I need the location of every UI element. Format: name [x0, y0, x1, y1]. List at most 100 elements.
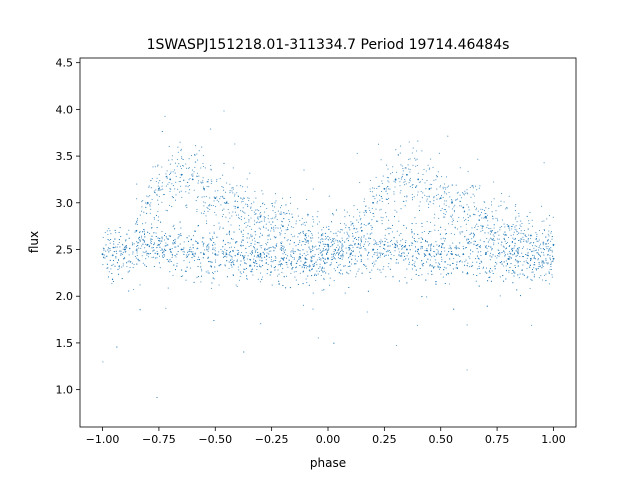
data-point [156, 396, 158, 399]
data-point [474, 214, 476, 216]
data-point [501, 241, 503, 243]
data-point [334, 270, 337, 272]
data-point [514, 210, 516, 212]
data-point [176, 158, 178, 160]
data-point [128, 229, 130, 231]
data-point [290, 226, 293, 228]
data-point [196, 172, 198, 174]
data-point [528, 234, 530, 236]
data-point [202, 182, 204, 184]
data-point [430, 249, 432, 251]
data-point [414, 246, 417, 248]
data-point [527, 276, 529, 278]
data-point [162, 250, 164, 252]
data-point [204, 202, 206, 204]
data-point [304, 238, 306, 240]
data-point [232, 188, 234, 190]
data-point [373, 248, 375, 250]
data-point [473, 243, 475, 245]
data-point [380, 208, 382, 210]
data-point [163, 193, 165, 195]
data-point [240, 210, 242, 212]
data-point [275, 216, 277, 218]
data-point [518, 247, 520, 249]
data-point [308, 246, 310, 248]
data-point [169, 188, 171, 190]
data-point [394, 186, 396, 188]
data-point [236, 253, 239, 256]
data-point [242, 200, 244, 202]
data-point [208, 243, 210, 245]
data-point [109, 259, 111, 261]
data-point [531, 279, 533, 281]
data-point [348, 273, 350, 275]
data-point [289, 197, 292, 199]
data-point [139, 231, 141, 233]
data-point [285, 287, 287, 289]
data-point [172, 242, 174, 244]
data-point [417, 191, 419, 193]
data-point [324, 263, 326, 265]
data-point [291, 250, 293, 252]
data-point [348, 257, 350, 259]
data-point [485, 207, 487, 209]
data-point [328, 284, 331, 286]
data-point [265, 262, 268, 264]
data-point [288, 213, 291, 215]
data-point [538, 239, 540, 241]
data-point [244, 212, 246, 214]
data-point [275, 259, 277, 262]
data-point [291, 261, 293, 263]
data-point [377, 268, 379, 270]
data-point [505, 207, 507, 209]
data-point [173, 169, 176, 171]
data-point [157, 237, 159, 239]
data-point [148, 246, 150, 248]
data-point [323, 277, 325, 279]
data-point [316, 270, 318, 272]
data-point [104, 257, 106, 259]
data-point [531, 219, 533, 221]
data-point [429, 201, 431, 203]
data-point [128, 290, 130, 292]
data-point [431, 256, 433, 258]
data-point [178, 191, 180, 193]
data-point [342, 251, 344, 253]
data-point [207, 256, 209, 258]
data-point [253, 211, 255, 213]
data-point [240, 231, 242, 233]
data-point [516, 248, 518, 250]
data-point [492, 218, 494, 220]
data-point [416, 185, 418, 187]
data-point [232, 261, 234, 263]
data-point [387, 168, 389, 170]
data-point [397, 153, 399, 156]
data-point [236, 185, 238, 187]
data-point [330, 262, 332, 264]
data-point [219, 226, 221, 228]
data-point [442, 186, 444, 188]
data-point [230, 264, 232, 267]
data-point [369, 209, 371, 212]
data-point [486, 214, 488, 216]
data-point [538, 261, 540, 263]
data-point [322, 271, 324, 273]
data-point [446, 200, 448, 202]
data-point [144, 264, 146, 266]
data-point [141, 255, 143, 257]
data-point [392, 276, 394, 278]
data-point [325, 232, 327, 234]
data-point [542, 242, 544, 244]
data-point [462, 271, 464, 273]
data-point [339, 251, 341, 253]
data-point [494, 255, 496, 257]
data-point [383, 243, 386, 246]
data-point [235, 284, 237, 286]
data-point [394, 181, 396, 183]
data-point [116, 262, 118, 264]
data-point [344, 241, 346, 243]
data-point [193, 260, 196, 262]
data-point [330, 238, 332, 241]
data-point [222, 240, 224, 242]
data-point [458, 247, 460, 249]
